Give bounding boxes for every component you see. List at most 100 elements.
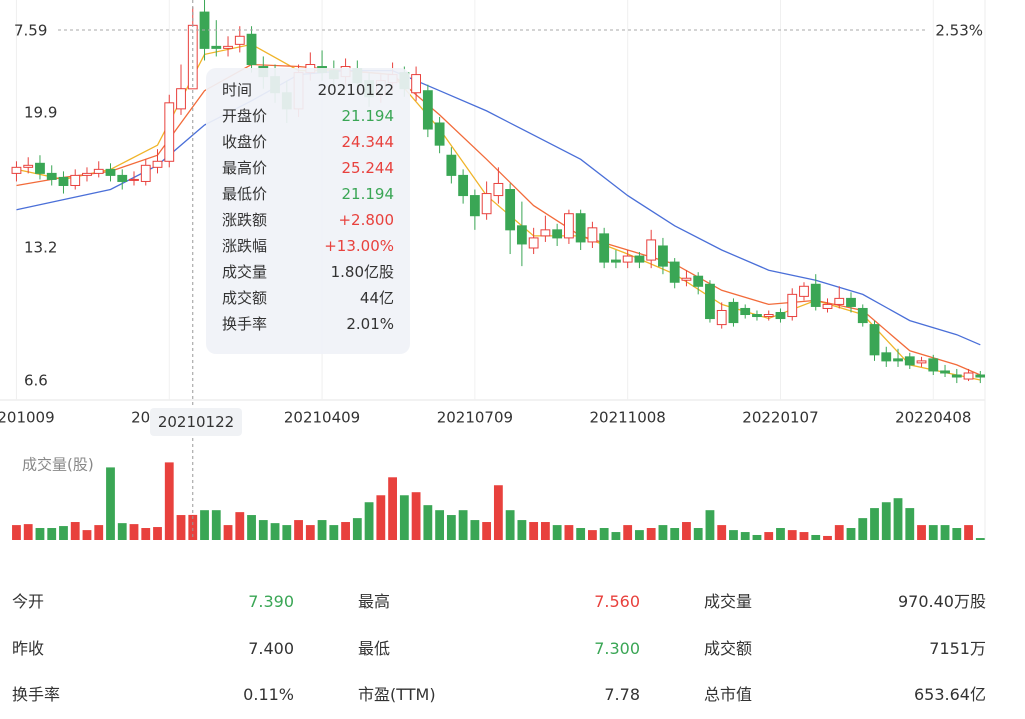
tooltip-label: 成交额 (222, 289, 268, 307)
candle-body (246, 33, 257, 66)
tooltip-row: 最低价 21.194 (222, 181, 394, 207)
candle-body (646, 239, 657, 261)
candle-body (422, 90, 433, 130)
volume-bar (388, 477, 397, 540)
candle-body (740, 307, 751, 316)
volume-bar (341, 522, 350, 540)
candle-body (93, 168, 104, 174)
x-tick-label: 20201009 (0, 409, 55, 427)
volume-bar (611, 532, 621, 540)
candle-body (669, 261, 680, 283)
candle-body (893, 358, 903, 362)
candle-body (35, 162, 45, 174)
volume-bar (964, 525, 973, 540)
candle-body (799, 285, 809, 297)
candle-body (140, 164, 151, 182)
stat-value: 653.64亿 (914, 685, 986, 704)
volume-bar (952, 528, 962, 540)
tooltip-value: 21.194 (341, 107, 395, 125)
tooltip-value: +13.00% (324, 237, 394, 255)
candle-body (82, 172, 92, 176)
candle-body (916, 360, 927, 364)
candle-body (857, 307, 868, 324)
candle-body (505, 189, 516, 231)
volume-bar (282, 525, 292, 540)
candle-body (787, 293, 798, 318)
stat-label: 总市值 (704, 685, 753, 704)
tooltip-value: 24.344 (341, 133, 395, 151)
candle-body (728, 301, 739, 324)
candle-body (658, 245, 668, 267)
volume-bar (682, 522, 691, 540)
candle-body (775, 312, 786, 320)
candle-body (634, 255, 645, 263)
volume-bar (352, 518, 362, 540)
volume-bar (270, 523, 280, 540)
volume-bar (588, 530, 597, 540)
tooltip-label: 收盘价 (222, 133, 268, 151)
candle-body (46, 172, 57, 180)
volume-bar (164, 462, 174, 540)
candle-body (881, 352, 892, 362)
tooltip-label: 最低价 (222, 185, 268, 203)
ma-line (16, 63, 981, 376)
volume-bar (493, 485, 503, 540)
y-tick-label: 19.9 (24, 103, 57, 121)
stat-value: 7151万 (929, 638, 986, 658)
volume-bar (564, 525, 574, 540)
stat-value: 7.78 (604, 685, 640, 704)
volume-bar (446, 515, 456, 540)
tooltip-row: 时间 20210122 (222, 77, 394, 103)
chart: 2020100920210108202104092021070920211008… (0, 0, 986, 540)
candle-body (481, 193, 492, 215)
volume-bar (823, 535, 832, 540)
volume-bar (329, 525, 339, 540)
candle-body (975, 374, 985, 378)
volume-bar (505, 510, 515, 540)
volume-bar (235, 512, 245, 540)
candle-body (963, 372, 974, 380)
stat-label: 市盈(TTM) (358, 685, 436, 704)
volume-bar (905, 508, 915, 540)
candle-body (223, 45, 233, 49)
tooltip-value: 21.194 (341, 185, 395, 203)
volume-bar (399, 495, 409, 540)
tooltip-row: 成交额 44亿 (222, 285, 394, 311)
stat-value: 7.400 (248, 638, 294, 658)
ma-line (16, 43, 981, 381)
candle-body (587, 227, 598, 243)
volume-bar (294, 520, 303, 540)
volume-bar (35, 528, 45, 540)
volume-bar (82, 530, 92, 540)
volume-bar (211, 510, 221, 540)
volume-bar (917, 525, 926, 540)
crosshair-x-label: 20210122 (150, 408, 242, 436)
candle-body (516, 225, 527, 245)
candle-body (716, 309, 727, 326)
tooltip-row: 涨跌额 +2.800 (222, 207, 394, 233)
volume-bar (975, 538, 985, 540)
volume-bar (435, 510, 445, 540)
candle-body (70, 174, 81, 186)
tooltip-label: 换手率 (222, 315, 268, 333)
volume-bar (70, 522, 80, 540)
y-tick-label: 13.2 (24, 239, 57, 257)
volume-bar (482, 522, 492, 540)
volume-bar (599, 528, 609, 540)
volume-bar (635, 530, 644, 540)
crosshair-price: 7.59 (14, 22, 47, 40)
candle-body (540, 229, 551, 237)
tooltip: 时间 20210122 开盘价 21.194 收盘价 24.344 最高价 25.244 最低价… (206, 68, 410, 354)
candle-body (411, 74, 422, 94)
volume-bar (59, 526, 68, 540)
candle-body (117, 174, 128, 182)
volume-bar (258, 520, 268, 540)
stat-label: 今开 (12, 592, 45, 611)
stat-value: 7.300 (594, 638, 640, 658)
plot (11, 0, 985, 384)
volume-bar (470, 520, 480, 540)
volume-bar (176, 515, 186, 540)
stat-label: 成交量 (704, 592, 753, 611)
volume-bar (858, 518, 868, 540)
volume-bar (729, 530, 738, 540)
